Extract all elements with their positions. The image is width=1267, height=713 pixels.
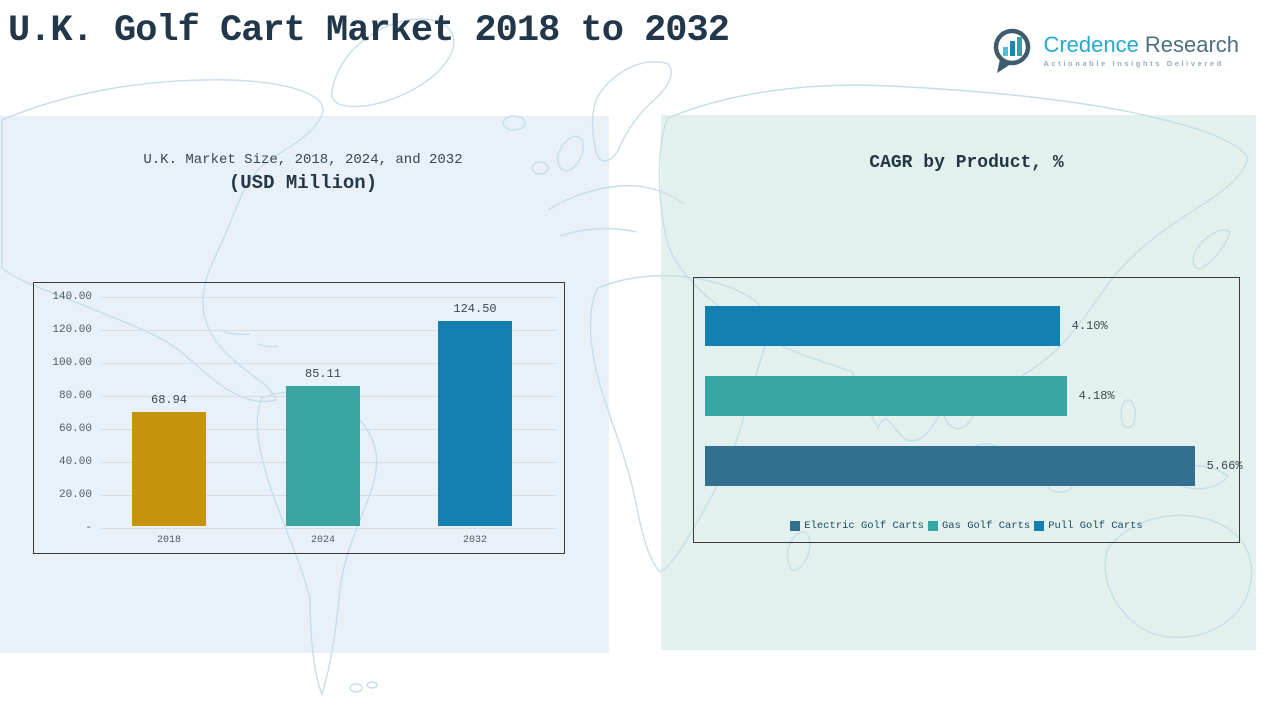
brand-name-secondary: Research xyxy=(1144,31,1239,57)
bar-value-label: 5.66% xyxy=(1206,459,1243,473)
legend-label: Pull Golf Carts xyxy=(1048,520,1143,532)
legend-marker xyxy=(1034,521,1045,531)
bar-value-label: 68.94 xyxy=(150,393,188,408)
y-axis-tick-label: - xyxy=(85,522,92,534)
bar-value-label: 4.10% xyxy=(1071,319,1108,333)
cagr-chart: 4.10% 4.18% 5.66% Electric Golf Carts Gas Go… xyxy=(693,277,1243,543)
brand-name: Credence Research xyxy=(1043,31,1239,57)
legend-marker xyxy=(928,521,938,531)
legend-item: Gas Golf Carts xyxy=(928,520,1030,532)
bar-gas-golf-carts xyxy=(705,376,1067,416)
y-axis-tick-label: 100.00 xyxy=(52,357,92,369)
y-axis-tick-label: 120.00 xyxy=(52,324,92,336)
grid-line xyxy=(101,528,556,529)
cagr-chart-title: CAGR by Product, % xyxy=(869,153,1064,173)
bar-chart-bubble-icon xyxy=(994,28,1031,73)
bar-value-label: 85.11 xyxy=(304,366,342,381)
x-axis-tick-label: 2024 xyxy=(310,535,336,546)
x-axis-tick-label: 2032 xyxy=(462,535,488,546)
y-axis-tick-label: 80.00 xyxy=(58,390,92,402)
bar-2018 xyxy=(132,412,206,526)
bar-electric-golf-carts xyxy=(705,446,1195,486)
y-axis-tick-label: 40.00 xyxy=(58,456,92,468)
bar-2032 xyxy=(438,320,512,526)
brand-name-primary: Credence xyxy=(1043,31,1139,57)
bar-2024 xyxy=(286,385,360,526)
market-size-chart: 140.00 120.00 100.00 80.00 60.00 40.00 20.00 - 6… xyxy=(33,282,565,554)
legend-item: Pull Golf Carts xyxy=(1034,520,1143,532)
bar-pull-golf-carts xyxy=(705,306,1060,346)
brand-text-block: Credence Research Actionable Insights Del… xyxy=(1043,31,1239,68)
y-axis-tick-label: 60.00 xyxy=(58,423,92,435)
brand-logo: Credence Research Actionable Insights Del… xyxy=(989,26,1239,74)
legend-label: Gas Golf Carts xyxy=(942,520,1031,532)
bar-value-label: 124.50 xyxy=(453,301,497,316)
grid-line xyxy=(101,297,556,298)
market-size-chart-title: U.K. Market Size, 2018, 2024, and 2032 xyxy=(143,152,463,168)
page-title: U.K. Golf Cart Market 2018 to 2032 xyxy=(8,10,730,52)
chart-legend: Electric Golf Carts Gas Golf Carts Pull Go… xyxy=(694,520,1239,532)
y-axis-tick-label: 20.00 xyxy=(58,489,92,501)
y-axis-tick-label: 140.00 xyxy=(52,291,92,303)
legend-label: Electric Golf Carts xyxy=(804,520,924,532)
x-axis-tick-label: 2018 xyxy=(156,535,182,546)
legend-item: Electric Golf Carts xyxy=(790,520,924,532)
legend-marker xyxy=(790,521,801,531)
brand-tagline: Actionable Insights Delivered xyxy=(1043,58,1224,68)
market-size-chart-subtitle: (USD Million) xyxy=(228,172,378,194)
bar-value-label: 4.18% xyxy=(1078,389,1115,403)
grid-line xyxy=(101,363,556,364)
grid-line xyxy=(101,330,556,331)
